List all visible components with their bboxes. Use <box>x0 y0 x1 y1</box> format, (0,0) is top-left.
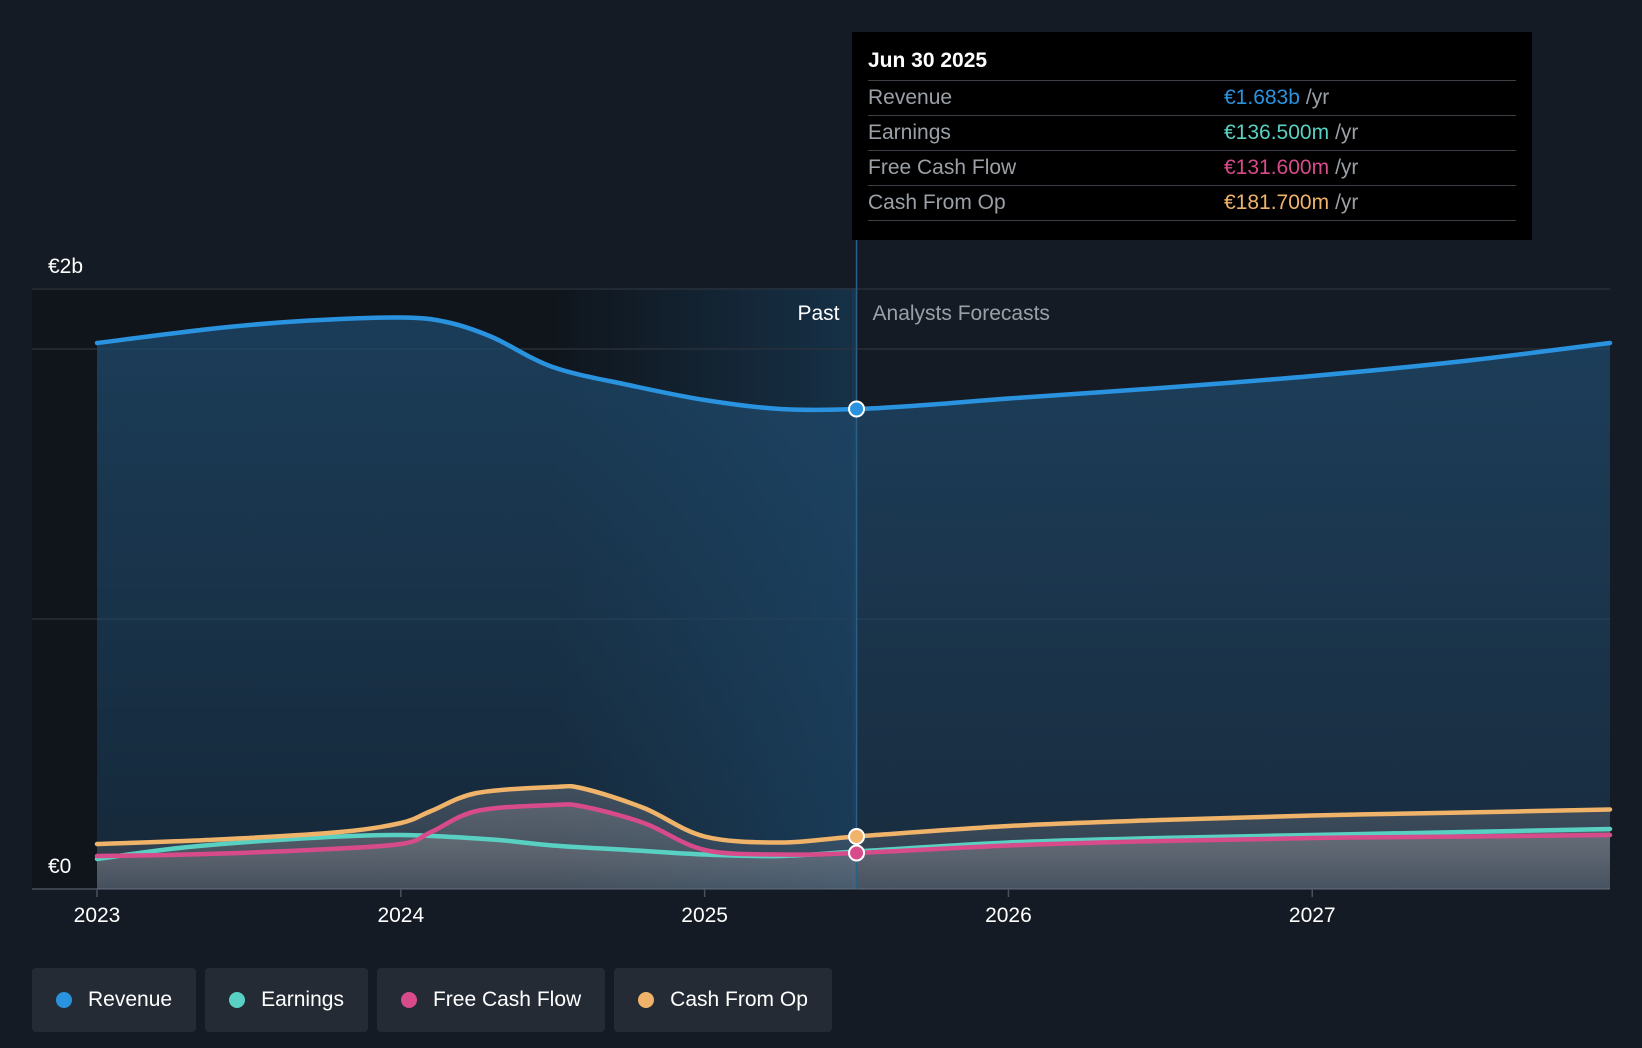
tooltip-row-value: €131.600m <box>1224 156 1330 179</box>
tooltip-row: Free Cash Flow €131.600m/yr <box>868 150 1516 185</box>
legend-dot-icon <box>638 992 655 1008</box>
tooltip-row-unit: /yr <box>1305 86 1330 109</box>
marker-cash-from-op[interactable] <box>848 828 866 845</box>
tooltip: Jun 30 2025 Revenue €1.683b/yr Earnings €13… <box>852 32 1532 240</box>
forecast-label: Analysts Forecasts <box>873 302 1050 325</box>
legend-dot-icon <box>56 992 72 1008</box>
y-tick-label: €0 <box>48 855 71 878</box>
line-cash-from-op <box>94 783 1613 847</box>
tooltip-row-unit: /yr <box>1335 121 1359 144</box>
legend-label: Revenue <box>88 988 173 1011</box>
tooltip-row: Revenue €1.683b/yr <box>868 80 1516 115</box>
tooltip-row: Earnings €136.500m/yr <box>868 115 1516 150</box>
x-tick-label: 2027 <box>1289 904 1336 927</box>
tooltip-row: Cash From Op €181.700m/yr <box>868 185 1516 221</box>
legend-item-cash-from-op[interactable]: Cash From Op <box>614 968 832 1032</box>
tooltip-row-value: €1.683b <box>1224 86 1300 109</box>
tooltip-date: Jun 30 2025 <box>868 49 988 72</box>
tooltip-row-label: Free Cash Flow <box>868 156 1017 179</box>
legend-dot-icon <box>229 992 246 1008</box>
tooltip-row-label: Cash From Op <box>868 191 1006 214</box>
y-tick-label: €2b <box>48 255 83 278</box>
area-revenue <box>97 317 1610 889</box>
line-free-cash-flow <box>94 802 1613 859</box>
tooltip-row-unit: /yr <box>1335 156 1359 179</box>
line-revenue <box>94 315 1613 413</box>
x-tick-label: 2023 <box>74 904 121 927</box>
legend: Revenue Earnings Free Cash Flow Cash From O… <box>32 968 832 1032</box>
tooltip-row-unit: /yr <box>1335 191 1359 214</box>
legend-item-free-cash-flow[interactable]: Free Cash Flow <box>376 968 606 1032</box>
tooltip-row-value: €136.500m <box>1224 121 1330 144</box>
tooltip-row-label: Earnings <box>868 121 951 144</box>
tooltip-row-label: Revenue <box>868 86 953 109</box>
legend-label: Earnings <box>261 988 344 1011</box>
legend-item-earnings[interactable]: Earnings <box>205 968 368 1032</box>
legend-label: Free Cash Flow <box>432 988 582 1011</box>
x-tick-label: 2025 <box>681 904 728 927</box>
tooltip-row-value: €181.700m <box>1224 191 1330 214</box>
legend-label: Cash From Op <box>670 988 808 1011</box>
x-tick-label: 2024 <box>377 904 424 927</box>
x-tick-label: 2026 <box>985 904 1032 927</box>
legend-dot-icon <box>400 992 417 1008</box>
marker-revenue[interactable] <box>848 400 866 418</box>
legend-item-revenue[interactable]: Revenue <box>32 968 197 1032</box>
marker-free-cash-flow[interactable] <box>848 844 866 862</box>
past-label: Past <box>798 302 840 325</box>
